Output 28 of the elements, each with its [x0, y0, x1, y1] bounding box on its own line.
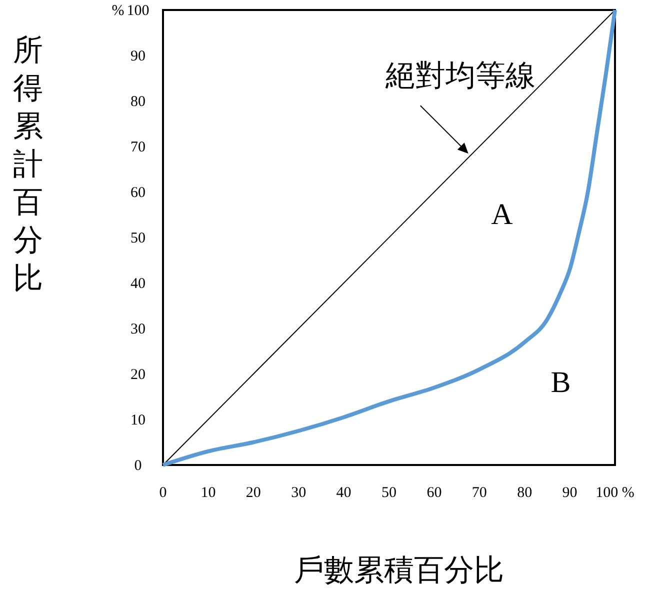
annotation: B	[550, 366, 571, 400]
x-tick-label: 70	[472, 485, 487, 501]
annotation: A	[491, 198, 514, 231]
y-tick-label: 30	[130, 322, 146, 338]
x-tick-label: 10	[200, 485, 216, 501]
y-tick-label: 20	[130, 367, 146, 383]
y-tick-label: 80	[130, 94, 146, 110]
x-axis-title: 戶數累積百分比	[294, 554, 504, 587]
y-tick-label: 100	[126, 3, 150, 19]
x-tick-label: 50	[382, 485, 396, 501]
x-tick-label: 80	[517, 485, 532, 501]
y-tick-label: 50	[130, 230, 146, 246]
x-tick-label: 40	[336, 485, 352, 501]
x-tick-label: 20	[246, 485, 261, 501]
x-tick-label: 90	[562, 485, 578, 501]
x-tick-label: 30	[291, 485, 306, 501]
x-tick-label: 60	[426, 485, 442, 501]
x-tick-label: 100 %	[596, 485, 634, 501]
y-axis-title: 所得累計百分比	[13, 34, 43, 295]
annotation: 絕對均等線	[384, 60, 536, 93]
y-tick-label: 10	[130, 412, 146, 428]
text: %	[112, 3, 124, 19]
x-tick-label: 0	[159, 485, 167, 501]
y-tick-label: 60	[130, 185, 146, 201]
y-tick-label: 70	[130, 140, 146, 156]
y-tick-label: 90	[130, 48, 146, 64]
y-tick-label: 0	[134, 458, 142, 474]
y-tick-label: 40	[130, 276, 146, 292]
